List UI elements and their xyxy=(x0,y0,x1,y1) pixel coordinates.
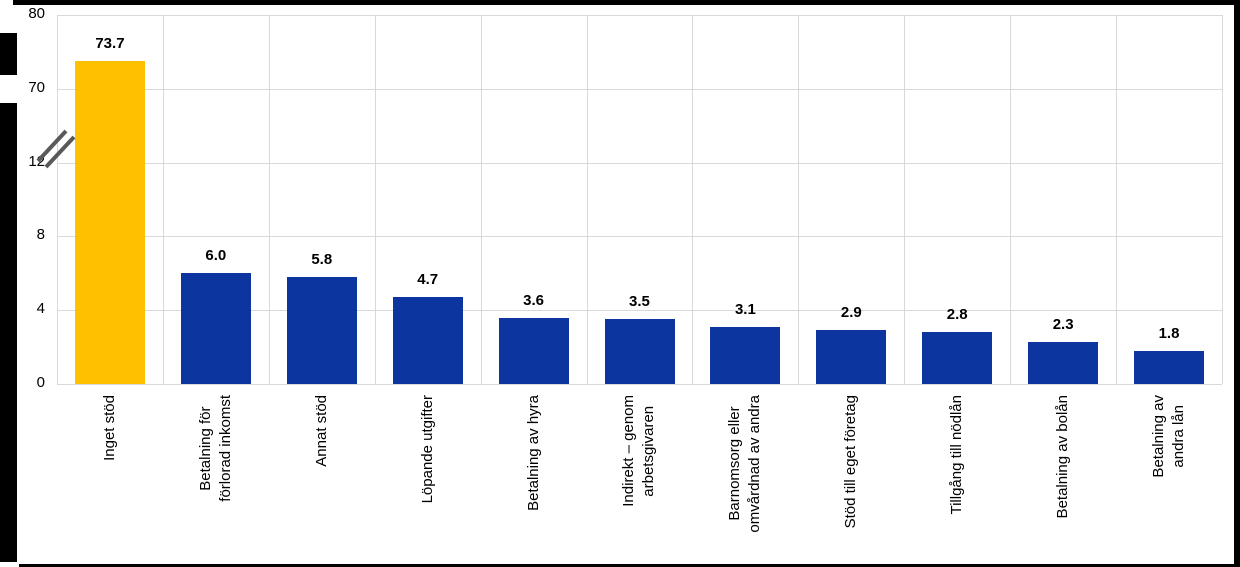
v-gridline xyxy=(692,15,694,384)
v-gridline xyxy=(904,15,906,384)
category-label-text: Inget stöd xyxy=(100,395,118,461)
category-label: Löpande utgifter xyxy=(375,395,481,565)
bar-value-label: 6.0 xyxy=(205,247,227,265)
bar xyxy=(816,330,887,384)
bar xyxy=(286,276,357,384)
frame-top-bar xyxy=(13,0,1240,5)
category-label-text: Stöd till eget företag xyxy=(842,395,860,529)
category-label: Betalning av hyra xyxy=(481,395,587,565)
v-gridline xyxy=(1010,15,1012,384)
bar-value-label: 1.8 xyxy=(1158,324,1180,342)
h-gridline xyxy=(57,384,1222,385)
v-gridline xyxy=(374,15,376,384)
bar-value-label: 5.8 xyxy=(311,250,333,268)
bar xyxy=(710,326,781,384)
h-gridline xyxy=(57,310,1222,312)
frame-right-bar xyxy=(1234,0,1240,567)
bar xyxy=(1028,341,1099,384)
category-label: Betalning av bolån xyxy=(1010,395,1116,565)
v-gridline xyxy=(586,15,588,384)
category-label: Stöd till eget företag xyxy=(798,395,904,565)
category-label-text: Tillgång till nödlån xyxy=(948,395,966,515)
bar-value-label: 3.5 xyxy=(629,293,650,311)
category-label-text: Betalning av bolån xyxy=(1054,395,1072,519)
bar xyxy=(392,297,463,384)
bar xyxy=(1134,350,1205,384)
v-gridline xyxy=(268,15,270,384)
bar-value-label: 2.9 xyxy=(840,304,862,322)
frame-left-notch xyxy=(0,75,19,103)
bar-value-label: 3.6 xyxy=(523,291,544,309)
v-gridline xyxy=(798,15,800,384)
bar xyxy=(74,61,145,384)
v-gridline xyxy=(57,15,58,384)
bar-value-label: 2.8 xyxy=(946,306,968,324)
category-label: Indirekt – genom arbetsgivaren xyxy=(587,395,693,565)
category-label-text: Barnomsorg eller omvårdnad av andra xyxy=(726,395,764,533)
axis-break-icon xyxy=(36,129,76,169)
h-gridline xyxy=(57,236,1222,238)
category-label: Betalning för förlorad inkomst xyxy=(163,395,269,565)
v-gridline xyxy=(480,15,482,384)
bar-value-label: 2.3 xyxy=(1052,315,1074,333)
bar-value-label: 3.1 xyxy=(734,300,756,318)
bar xyxy=(498,317,569,384)
bar xyxy=(604,319,675,384)
y-tick-label: 70 xyxy=(28,78,45,96)
h-gridline xyxy=(57,88,1222,90)
frame-left-strip xyxy=(0,33,17,562)
bar-value-label: 73.7 xyxy=(95,35,125,53)
category-label-text: Betalning av hyra xyxy=(524,395,542,511)
category-label-text: Indirekt – genom arbetsgivaren xyxy=(620,395,658,507)
h-gridline xyxy=(57,15,1222,16)
category-label-text: Betalning för förlorad inkomst xyxy=(196,395,234,502)
v-gridline xyxy=(162,15,164,384)
category-label-text: Löpande utgifter xyxy=(418,395,436,504)
h-gridline xyxy=(57,162,1222,164)
category-label: Annat stöd xyxy=(269,395,375,565)
bar-value-label: 4.7 xyxy=(417,271,439,289)
y-tick-label: 4 xyxy=(36,300,45,318)
y-tick-label: 8 xyxy=(36,226,45,244)
frame-bottom-line xyxy=(19,564,1240,567)
v-gridline xyxy=(1222,15,1223,384)
category-label: Betalning av andra lån xyxy=(1116,395,1222,565)
v-gridline xyxy=(1116,15,1118,384)
y-tick-label: 80 xyxy=(28,5,45,22)
category-label: Inget stöd xyxy=(57,395,163,565)
y-tick-label: 0 xyxy=(36,374,45,391)
bar xyxy=(180,273,251,384)
category-label: Tillgång till nödlån xyxy=(904,395,1010,565)
category-label-text: Annat stöd xyxy=(312,395,330,467)
bar xyxy=(922,332,993,384)
category-label: Barnomsorg eller omvårdnad av andra xyxy=(692,395,798,565)
category-label-text: Betalning av andra lån xyxy=(1150,395,1188,478)
